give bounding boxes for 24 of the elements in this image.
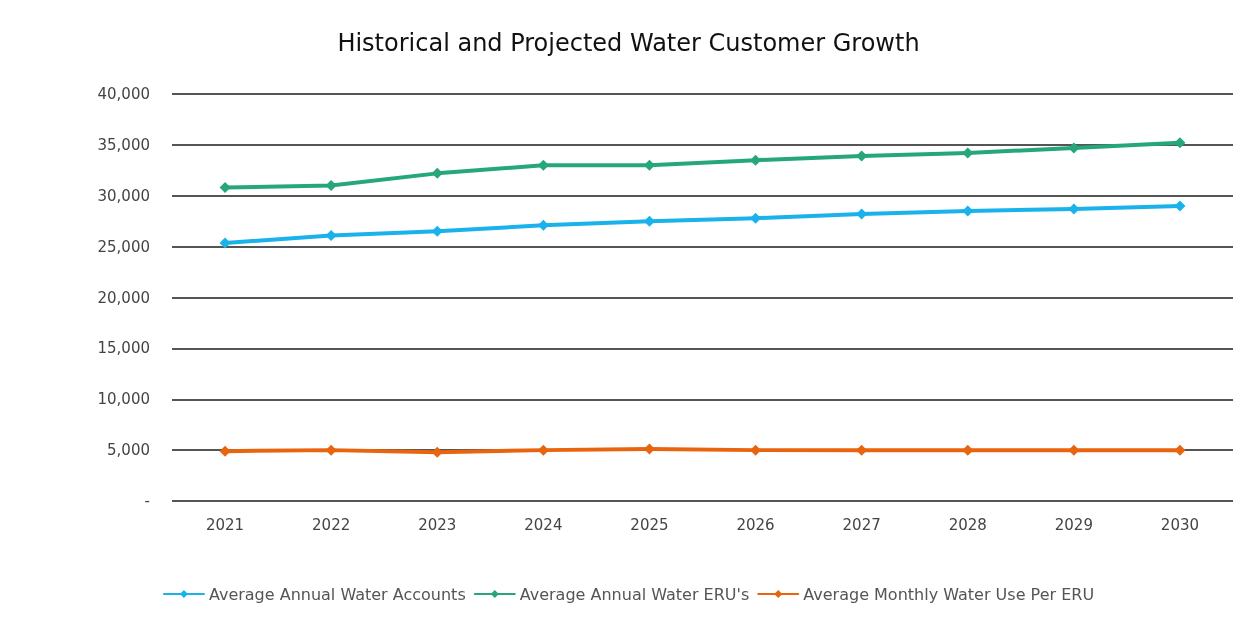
x-tick-label: 2029: [1054, 515, 1093, 534]
x-tick-label: 2024: [524, 515, 563, 534]
legend-label: Average Annual Water ERU's: [519, 584, 750, 604]
y-tick-label: 15,000: [97, 339, 150, 358]
y-tick-label: 30,000: [97, 186, 150, 205]
x-tick-label: 2030: [1160, 515, 1200, 534]
point: [219, 237, 231, 249]
y-tick-label: 5,000: [107, 441, 150, 460]
y-tick-label: 35,000: [97, 135, 150, 154]
legend-label: Average Monthly Water Use Per ERU: [803, 584, 1095, 604]
chart-title: Historical and Projected Water Customer Growth: [337, 29, 920, 57]
legend-label: Average Annual Water Accounts: [208, 584, 466, 604]
x-tick-label: 2025: [630, 515, 669, 534]
x-tick-label: 2022: [312, 515, 351, 534]
x-tick-label: 2027: [842, 515, 881, 534]
x-tick-label: 2026: [736, 515, 775, 534]
y-tick-label: 10,000: [97, 390, 150, 409]
y-tick-label: 20,000: [97, 288, 150, 307]
x-tick-label: 2021: [205, 515, 245, 534]
y-tick-label: -: [144, 492, 150, 510]
y-tick-label: 40,000: [97, 85, 150, 103]
x-tick-label: 2023: [418, 515, 457, 534]
x-tick-label: 2028: [948, 515, 987, 534]
y-tick-label: 25,000: [97, 237, 150, 256]
